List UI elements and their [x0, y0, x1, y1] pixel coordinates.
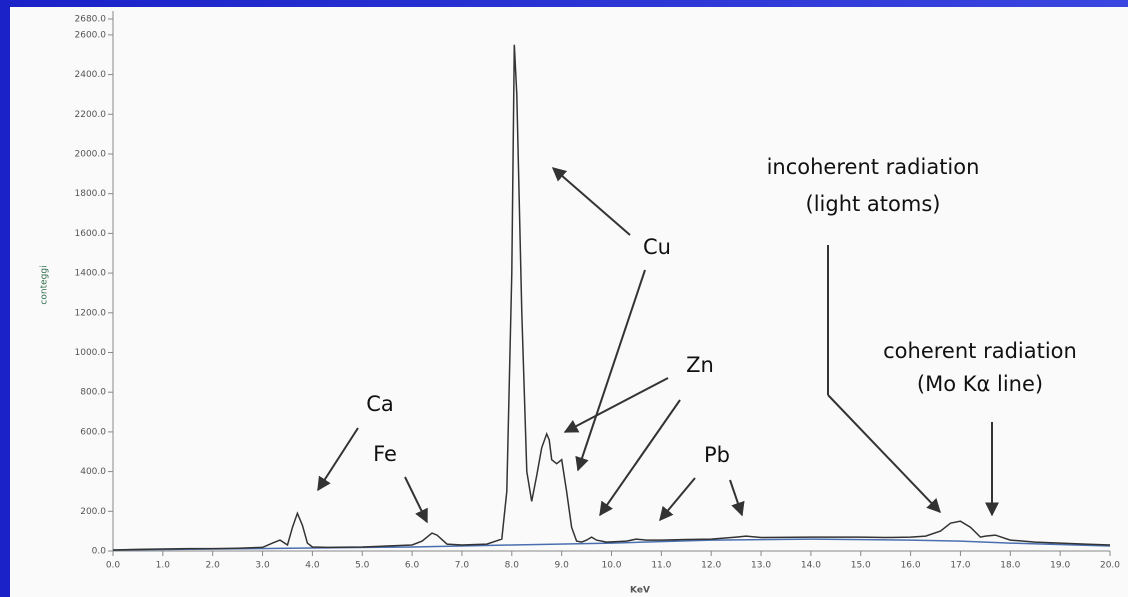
x-tick-label: 15.0 [851, 561, 871, 571]
y-tick-label: 600.0 [80, 427, 106, 437]
arrow [551, 167, 631, 236]
arrow [599, 399, 681, 517]
y-tick-label: 1600.0 [75, 229, 107, 239]
arrow [659, 477, 696, 522]
y-tick-label: 2680.0 [75, 15, 107, 25]
annotation: (light atoms) [806, 192, 941, 216]
spectrum-line [112, 538, 1111, 551]
x-tick-label: 8.0 [505, 561, 520, 571]
annotation: Fe [373, 442, 397, 466]
annotation: Ca [366, 392, 394, 416]
arrow [563, 377, 669, 433]
y-tick-label: 200.0 [80, 507, 106, 517]
annotation: Cu [643, 235, 671, 259]
x-tick-label: 12.0 [701, 561, 721, 571]
annotation: incoherent radiation [767, 155, 980, 179]
x-tick-label: 20.0 [1100, 561, 1120, 571]
y-tick-label: 1400.0 [75, 269, 107, 279]
x-tick-label: 9.0 [554, 561, 569, 571]
arrow [575, 269, 646, 472]
x-tick-label: 11.0 [651, 561, 671, 571]
x-tick-label: 16.0 [901, 561, 921, 571]
x-tick-label: 6.0 [405, 561, 420, 571]
panel [10, 7, 1128, 597]
x-tick-label: 10.0 [601, 561, 621, 571]
y-tick-label: 0.0 [92, 547, 107, 557]
x-tick-label: 2.0 [206, 561, 221, 571]
y-tick-label: 2400.0 [75, 70, 107, 80]
annotations: Ca Fe Cu Zn Pb incoherent radiation (lig… [317, 155, 1077, 524]
spectrum-line [112, 44, 1111, 551]
x-tick-label: 1.0 [156, 561, 171, 571]
x-axis-label: KeV [630, 586, 650, 596]
x-tick-label: 17.0 [950, 561, 970, 571]
annotation: coherent radiation [883, 339, 1077, 363]
arrow [729, 479, 745, 517]
x-tick-label: 7.0 [455, 561, 470, 571]
x-tick-label: 13.0 [751, 561, 771, 571]
y-tick-label: 1800.0 [75, 189, 107, 199]
x-tick-label: 5.0 [355, 561, 370, 571]
y-tick-label: 2600.0 [75, 30, 107, 40]
x-tick-label: 4.0 [305, 561, 320, 571]
x-tick-label: 19.0 [1050, 561, 1070, 571]
arrow [827, 394, 941, 514]
annotation: (Mo Kα line) [917, 372, 1043, 396]
annotation: Pb [704, 443, 730, 467]
arrow [404, 476, 428, 524]
x-tick-label: 0.0 [106, 561, 121, 571]
y-axis-label: conteggi [40, 265, 50, 304]
y-tick-label: 1200.0 [75, 308, 107, 318]
y-tick-label: 800.0 [80, 388, 106, 398]
x-tick-label: 18.0 [1000, 561, 1020, 571]
y-tick-label: 1000.0 [75, 348, 107, 358]
y-tick-label: 400.0 [80, 467, 106, 477]
annotation: Zn [686, 353, 714, 377]
x-tick-label: 14.0 [801, 561, 821, 571]
arrow [317, 427, 359, 492]
x-tick-label: 3.0 [255, 561, 270, 571]
y-tick-label: 2200.0 [75, 110, 107, 120]
y-tick-label: 2000.0 [75, 149, 107, 159]
